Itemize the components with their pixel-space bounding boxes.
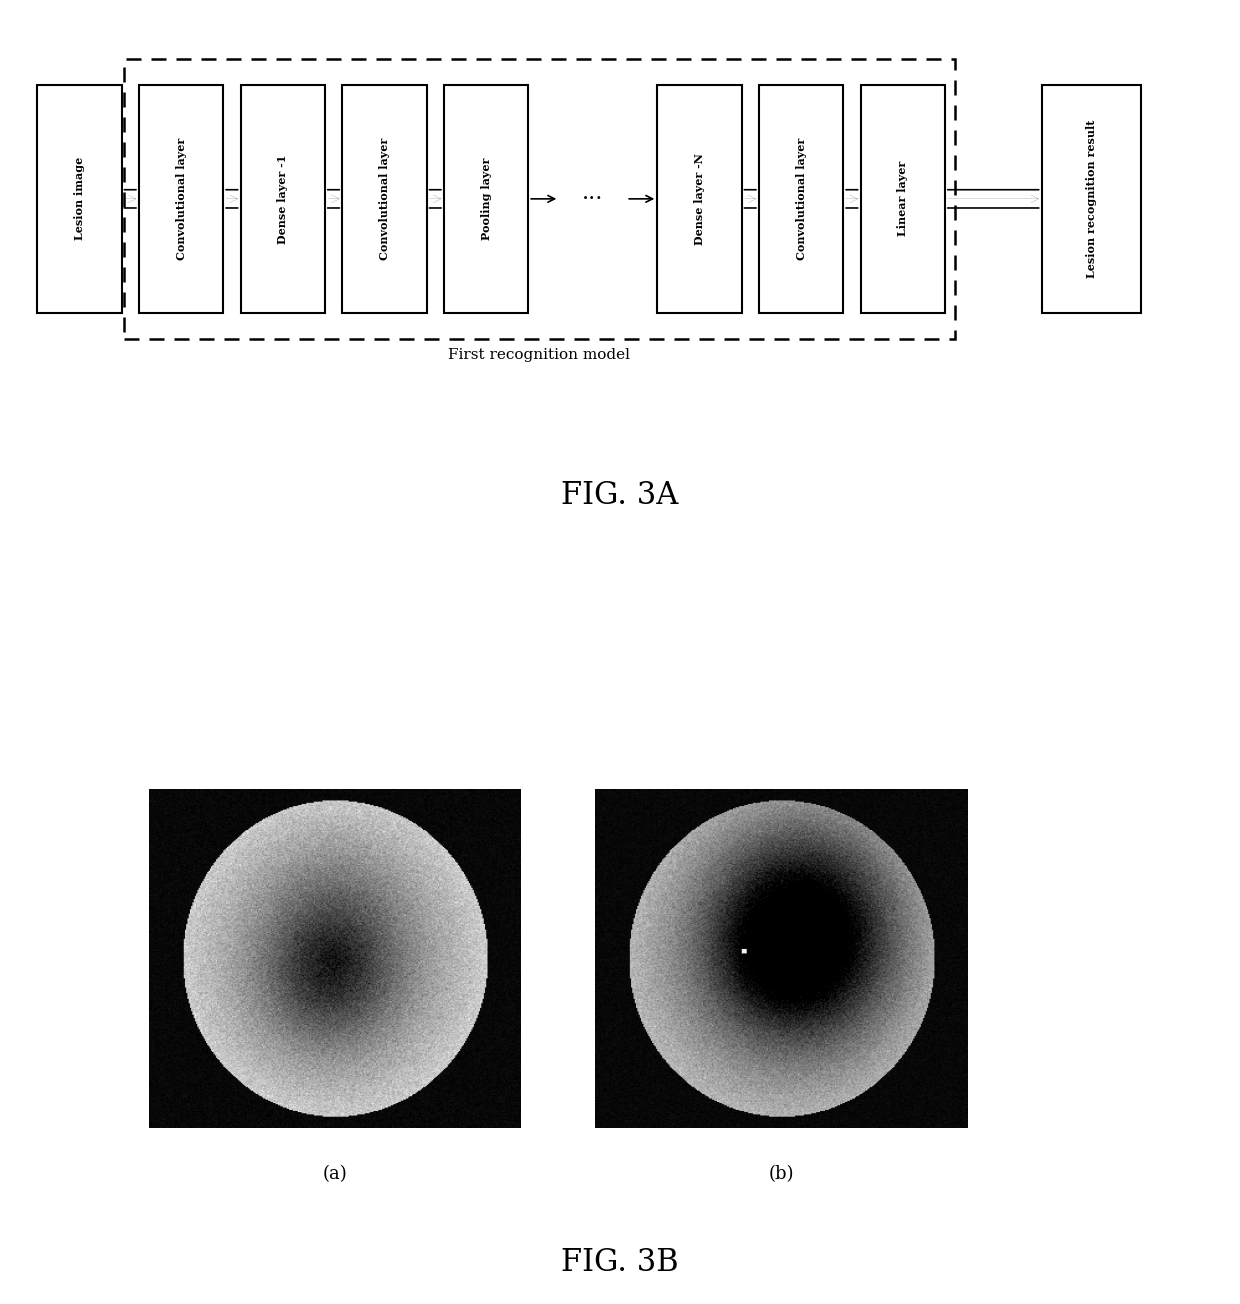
Text: Convolutional layer: Convolutional layer xyxy=(176,138,186,259)
Text: Convolutional layer: Convolutional layer xyxy=(796,138,806,259)
Text: First recognition model: First recognition model xyxy=(449,348,630,363)
Text: (b): (b) xyxy=(769,1164,794,1183)
Text: Pooling layer: Pooling layer xyxy=(481,158,491,240)
Text: (a): (a) xyxy=(322,1164,347,1183)
Bar xyxy=(241,85,325,313)
Text: Dense layer -N: Dense layer -N xyxy=(694,153,704,245)
Bar xyxy=(1042,85,1141,313)
Text: Lesion recognition result: Lesion recognition result xyxy=(1086,120,1096,278)
Text: FIG. 3A: FIG. 3A xyxy=(562,480,678,511)
Bar xyxy=(342,85,427,313)
Bar xyxy=(37,85,122,313)
Bar xyxy=(861,85,945,313)
Text: Lesion image: Lesion image xyxy=(74,158,84,240)
Bar xyxy=(657,85,742,313)
Bar xyxy=(139,85,223,313)
Text: ···: ··· xyxy=(582,188,604,210)
Bar xyxy=(444,85,528,313)
Bar xyxy=(124,59,955,339)
Text: FIG. 3B: FIG. 3B xyxy=(562,1247,678,1278)
Bar xyxy=(759,85,843,313)
Text: Linear layer: Linear layer xyxy=(898,162,908,236)
Text: Convolutional layer: Convolutional layer xyxy=(379,138,389,259)
Text: Dense layer -1: Dense layer -1 xyxy=(278,154,288,244)
